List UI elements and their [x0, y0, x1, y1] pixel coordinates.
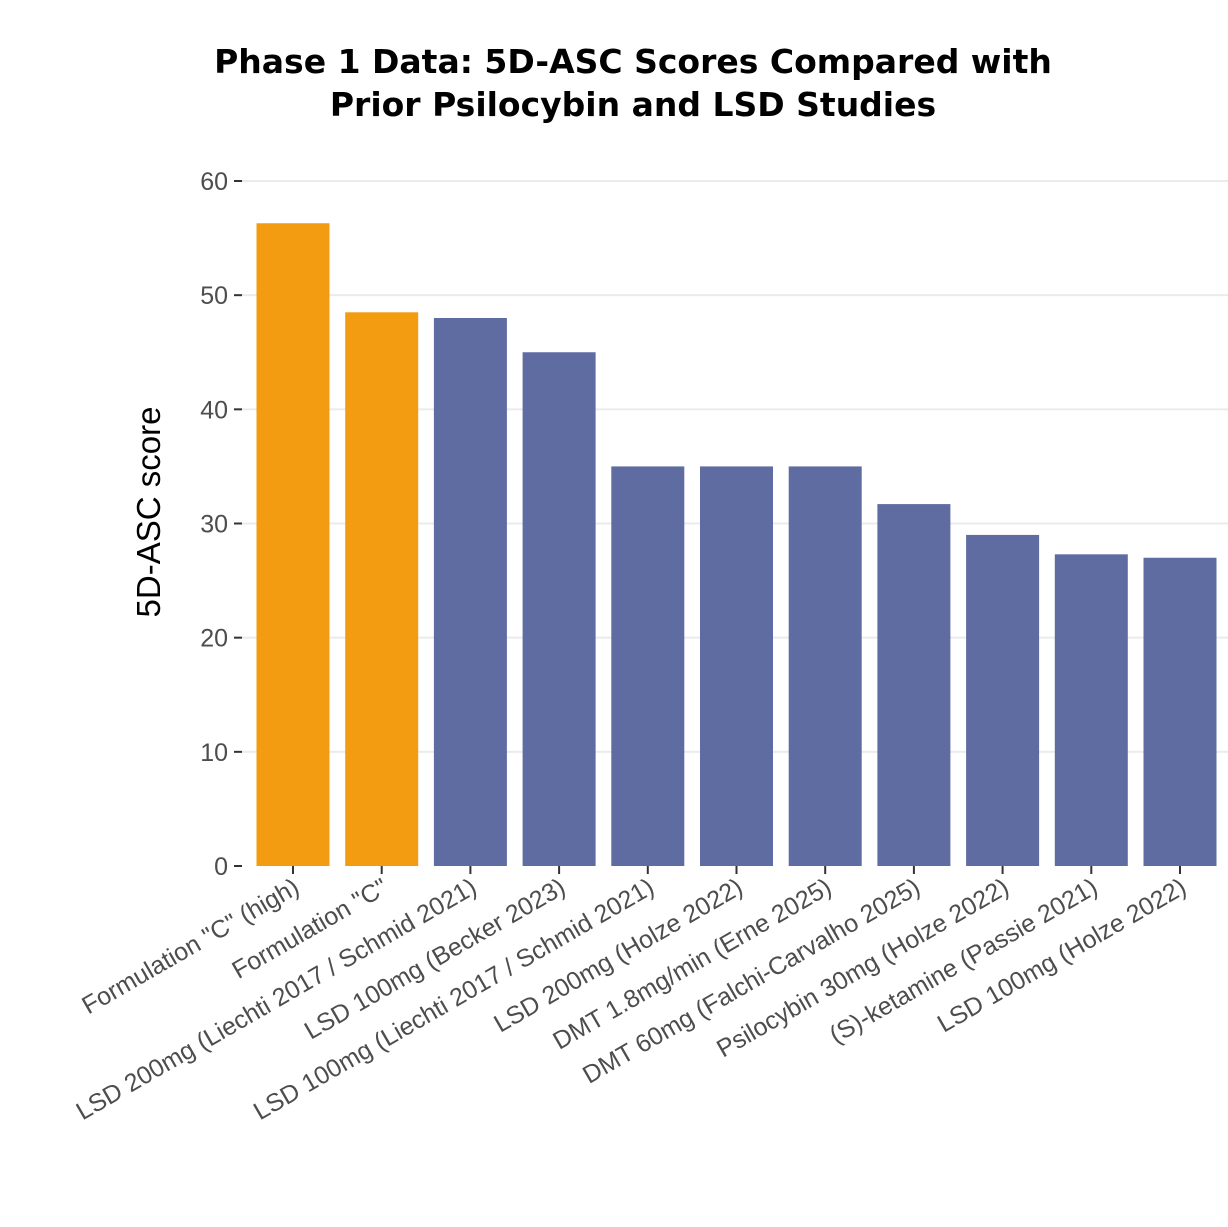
bar-3	[433, 318, 507, 866]
y-tick-label-20: 20	[200, 625, 228, 653]
chart-title: Phase 1 Data: 5D-ASC Scores Compared wit…	[0, 40, 1228, 126]
bar-10	[1054, 554, 1128, 866]
y-axis: 0 10 20 30 40 50 60	[200, 168, 242, 881]
bars	[256, 223, 1217, 867]
y-tick-label-0: 0	[214, 853, 228, 881]
bar-4	[522, 352, 596, 866]
x-axis-labels: Formulation "C" (high)Formulation "C"LSD…	[71, 873, 1191, 1126]
bar-1	[256, 223, 330, 866]
chart-title-line-2: Prior Psilocybin and LSD Studies	[329, 85, 937, 124]
y-tick-label-30: 30	[200, 511, 228, 539]
bar-7	[788, 466, 862, 866]
bar-11	[1143, 557, 1217, 866]
chart-title-line-1: Phase 1 Data: 5D-ASC Scores Compared wit…	[214, 42, 1052, 81]
bar-2	[345, 312, 419, 867]
y-axis-label: 5D-ASC score	[130, 407, 167, 618]
bar-5	[611, 466, 685, 866]
bar-6	[700, 466, 773, 866]
x-axis-ticks	[292, 866, 1181, 874]
y-tick-label-60: 60	[200, 168, 228, 196]
bar-9	[966, 534, 1040, 866]
y-tick-label-10: 10	[200, 739, 228, 767]
y-tick-label-50: 50	[200, 282, 228, 310]
bar-8	[877, 504, 951, 866]
y-tick-label-40: 40	[200, 396, 228, 424]
